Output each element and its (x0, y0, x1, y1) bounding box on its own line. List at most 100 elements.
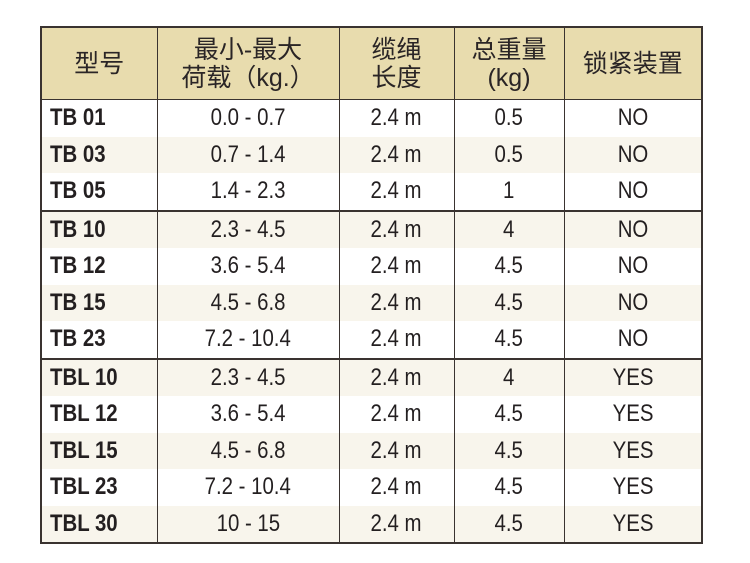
total-weight-cell: 4.5 (453, 432, 565, 469)
header-load-line1: 最小-最大 (193, 35, 303, 64)
load-range-cell-text: 2.3 - 4.5 (210, 215, 286, 243)
total-weight-cell: 0.5 (453, 99, 565, 137)
model-cell-text: TBL 23 (50, 473, 118, 501)
cable-length-cell-text: 2.4 m (370, 325, 423, 353)
model-cell: TB 10 (40, 209, 158, 248)
load-range-cell-text: 7.2 - 10.4 (204, 473, 292, 501)
locking-device-cell: NO (563, 99, 703, 137)
cable-length-cell: 2.4 m (338, 136, 455, 173)
model-cell: TB 01 (40, 99, 158, 137)
total-weight-cell: 1 (453, 173, 565, 211)
header-weight-line1: 总重量 (471, 35, 547, 64)
total-weight-cell-text: 4 (503, 363, 515, 391)
model-cell-text: TB 01 (50, 104, 106, 132)
load-range-cell: 0.0 - 0.7 (156, 99, 340, 137)
total-weight-cell: 4 (453, 357, 565, 396)
model-cell: TBL 10 (40, 357, 158, 396)
total-weight-cell: 0.5 (453, 136, 565, 173)
total-weight-cell: 4.5 (453, 321, 565, 359)
cable-length-cell-text: 2.4 m (370, 215, 423, 243)
locking-device-cell: YES (563, 505, 703, 543)
model-cell-text: TBL 12 (50, 400, 118, 428)
load-range-cell-text: 10 - 15 (216, 509, 280, 537)
load-range-cell-text: 3.6 - 5.4 (210, 400, 286, 428)
cable-length-cell-text: 2.4 m (370, 509, 423, 537)
total-weight-cell-text: 4.5 (494, 325, 524, 353)
locking-device-cell: YES (563, 469, 703, 506)
cable-length-cell: 2.4 m (338, 173, 455, 211)
cable-length-cell: 2.4 m (338, 209, 455, 248)
total-weight-cell-text: 1 (503, 177, 515, 205)
locking-device-cell-text: YES (612, 509, 654, 537)
model-cell: TB 23 (40, 321, 158, 359)
cable-length-cell: 2.4 m (338, 396, 455, 433)
cable-length-cell: 2.4 m (338, 505, 455, 543)
spec-table: 型号 最小-最大 荷载（kg.） 缆绳 长度 总重量 (kg) 锁紧装置 TB … (40, 26, 703, 544)
locking-device-cell: YES (563, 432, 703, 469)
model-cell: TBL 23 (40, 469, 158, 506)
header-length-line2: 长度 (371, 63, 422, 92)
total-weight-cell: 4.5 (453, 248, 565, 285)
total-weight-cell: 4.5 (453, 396, 565, 433)
table-row: TBL 30 10 - 15 2.4 m 4.5 YES (40, 505, 703, 543)
locking-device-cell-text: NO (617, 252, 649, 280)
load-range-cell: 3.6 - 5.4 (156, 248, 340, 285)
model-cell: TB 03 (40, 136, 158, 173)
locking-device-cell-text: NO (617, 325, 649, 353)
header-locking-device: 锁紧装置 (563, 26, 703, 100)
locking-device-cell-text: NO (617, 215, 649, 243)
header-load-range: 最小-最大 荷载（kg.） (156, 26, 340, 100)
load-range-cell: 4.5 - 6.8 (156, 432, 340, 469)
locking-device-cell: NO (563, 284, 703, 321)
table-row: TBL 23 7.2 - 10.4 2.4 m 4.5 YES (40, 469, 703, 506)
model-cell-text: TB 05 (50, 177, 106, 205)
header-model-label: 型号 (74, 49, 125, 78)
model-cell-text: TBL 10 (50, 363, 118, 391)
load-range-cell-text: 4.5 - 6.8 (210, 288, 286, 316)
load-range-cell: 2.3 - 4.5 (156, 209, 340, 248)
header-weight-line2: (kg) (487, 63, 531, 92)
table-row: TBL 10 2.3 - 4.5 2.4 m 4 YES (40, 357, 703, 396)
total-weight-cell-text: 4.5 (494, 400, 524, 428)
table-row: TB 12 3.6 - 5.4 2.4 m 4.5 NO (40, 248, 703, 285)
total-weight-cell-text: 4 (503, 215, 515, 243)
load-range-cell: 7.2 - 10.4 (156, 469, 340, 506)
cable-length-cell-text: 2.4 m (370, 288, 423, 316)
load-range-cell-text: 0.7 - 1.4 (210, 140, 286, 168)
locking-device-cell-text: NO (617, 177, 649, 205)
table-row: TB 01 0.0 - 0.7 2.4 m 0.5 NO (40, 99, 703, 137)
total-weight-cell-text: 0.5 (494, 140, 524, 168)
cable-length-cell: 2.4 m (338, 432, 455, 469)
load-range-cell-text: 4.5 - 6.8 (210, 436, 286, 464)
load-range-cell-text: 7.2 - 10.4 (204, 325, 292, 353)
header-total-weight: 总重量 (kg) (453, 26, 565, 100)
locking-device-cell: NO (563, 136, 703, 173)
model-cell: TB 15 (40, 284, 158, 321)
model-cell-text: TB 10 (50, 215, 106, 243)
load-range-cell-text: 1.4 - 2.3 (210, 177, 286, 205)
locking-device-cell: NO (563, 209, 703, 248)
model-cell: TBL 15 (40, 432, 158, 469)
model-cell-text: TBL 30 (50, 509, 118, 537)
header-row: 型号 最小-最大 荷载（kg.） 缆绳 长度 总重量 (kg) 锁紧装置 (40, 26, 703, 100)
model-cell: TBL 12 (40, 396, 158, 433)
locking-device-cell-text: NO (617, 104, 649, 132)
cable-length-cell: 2.4 m (338, 321, 455, 359)
total-weight-cell-text: 4.5 (494, 473, 524, 501)
total-weight-cell-text: 4.5 (494, 509, 524, 537)
cable-length-cell-text: 2.4 m (370, 436, 423, 464)
table-row: TB 10 2.3 - 4.5 2.4 m 4 NO (40, 209, 703, 248)
table-row: TB 05 1.4 - 2.3 2.4 m 1 NO (40, 173, 703, 211)
total-weight-cell-text: 4.5 (494, 436, 524, 464)
cable-length-cell-text: 2.4 m (370, 400, 423, 428)
table-row: TB 15 4.5 - 6.8 2.4 m 4.5 NO (40, 284, 703, 321)
locking-device-cell: YES (563, 357, 703, 396)
cable-length-cell-text: 2.4 m (370, 473, 423, 501)
locking-device-cell: NO (563, 173, 703, 211)
locking-device-cell: NO (563, 321, 703, 359)
locking-device-cell-text: YES (612, 436, 654, 464)
model-cell: TB 05 (40, 173, 158, 211)
total-weight-cell: 4.5 (453, 505, 565, 543)
load-range-cell-text: 2.3 - 4.5 (210, 363, 286, 391)
table-row: TB 23 7.2 - 10.4 2.4 m 4.5 NO (40, 321, 703, 359)
